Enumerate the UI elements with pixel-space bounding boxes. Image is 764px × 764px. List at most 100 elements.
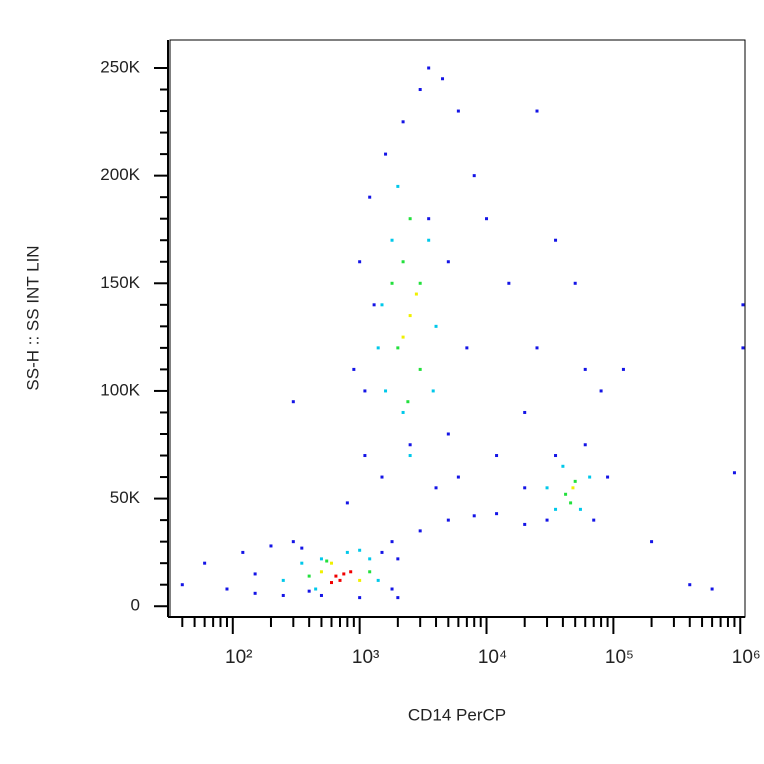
point <box>401 120 405 124</box>
point <box>564 492 568 496</box>
point <box>523 522 527 526</box>
point <box>390 281 394 285</box>
point <box>554 454 558 458</box>
point <box>363 389 367 393</box>
point <box>396 184 400 188</box>
point <box>401 260 405 264</box>
point <box>427 217 431 221</box>
point <box>606 475 610 479</box>
point <box>495 454 499 458</box>
y-tick-label: 0 <box>131 596 140 615</box>
point <box>578 507 582 511</box>
point <box>495 512 499 516</box>
point <box>300 561 304 565</box>
point <box>545 486 549 490</box>
point <box>241 550 245 554</box>
point <box>380 303 384 307</box>
point <box>434 486 438 490</box>
point <box>523 486 527 490</box>
point <box>372 303 376 307</box>
point <box>330 581 334 585</box>
point <box>573 281 577 285</box>
point <box>253 591 257 595</box>
point <box>203 561 207 565</box>
y-axis-title: SS-H :: SS INT LIN <box>23 245 42 390</box>
plot-frame <box>169 39 746 618</box>
point <box>535 346 539 350</box>
point <box>384 152 388 156</box>
point <box>472 174 476 178</box>
point <box>307 574 311 578</box>
point <box>325 559 329 563</box>
point <box>406 400 410 404</box>
point <box>583 443 587 447</box>
point <box>358 548 362 552</box>
point <box>307 589 311 593</box>
point <box>688 583 692 587</box>
point <box>588 475 592 479</box>
point <box>561 464 565 468</box>
point <box>376 346 380 350</box>
point <box>418 88 422 92</box>
point <box>621 367 625 371</box>
point <box>358 578 362 582</box>
point <box>427 238 431 242</box>
point <box>408 454 412 458</box>
point <box>363 454 367 458</box>
point <box>545 518 549 522</box>
point <box>446 432 450 436</box>
point <box>384 389 388 393</box>
point <box>314 587 318 591</box>
point <box>465 346 469 350</box>
point <box>225 587 229 591</box>
point <box>338 578 342 582</box>
point <box>569 501 573 505</box>
point <box>390 238 394 242</box>
point <box>456 475 460 479</box>
point <box>427 66 431 70</box>
point <box>319 593 323 597</box>
y-tick-label: 50K <box>110 488 141 507</box>
point <box>376 578 380 582</box>
point <box>291 400 295 404</box>
point <box>650 540 654 544</box>
point <box>573 479 577 483</box>
y-tick-label: 100K <box>100 380 140 399</box>
point <box>408 217 412 221</box>
y-tick-label: 250K <box>100 57 140 76</box>
point <box>269 544 273 548</box>
y-tick-label: 200K <box>100 165 140 184</box>
point <box>396 346 400 350</box>
point <box>349 570 353 574</box>
point <box>358 260 362 264</box>
point <box>441 77 445 81</box>
point <box>414 292 418 296</box>
point <box>554 238 558 242</box>
point <box>485 217 489 221</box>
point <box>345 501 349 505</box>
point <box>401 410 405 414</box>
x-axis-title: CD14 PerCP <box>408 705 506 724</box>
point <box>418 529 422 533</box>
point <box>180 583 184 587</box>
point <box>253 572 257 576</box>
point <box>741 346 745 350</box>
point <box>345 550 349 554</box>
x-tick-label: 10³ <box>352 647 379 668</box>
point <box>396 596 400 600</box>
point <box>507 281 511 285</box>
point <box>446 518 450 522</box>
y-tick-label: 150K <box>100 273 140 292</box>
point <box>291 540 295 544</box>
point <box>281 593 285 597</box>
point <box>380 475 384 479</box>
point <box>368 557 372 561</box>
point <box>434 324 438 328</box>
point <box>446 260 450 264</box>
x-tick-label: 10⁴ <box>478 647 507 668</box>
point <box>418 281 422 285</box>
point <box>342 572 346 576</box>
point <box>418 367 422 371</box>
point <box>456 109 460 113</box>
